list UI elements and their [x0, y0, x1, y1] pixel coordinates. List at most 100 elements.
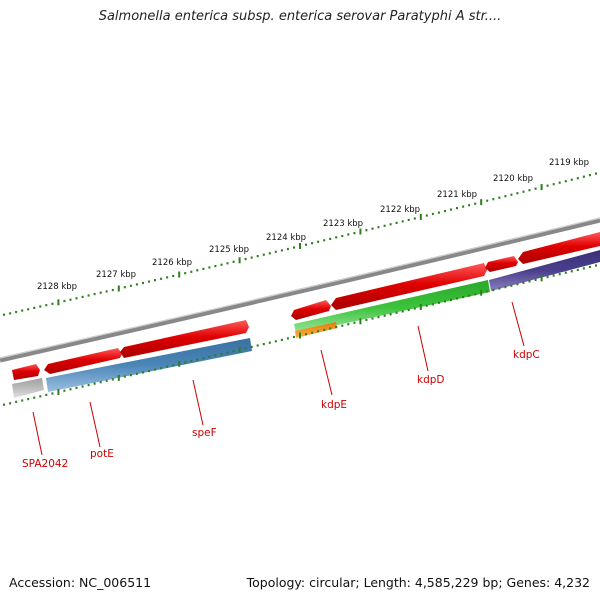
ruler-dot: [142, 371, 144, 374]
ruler-dot: [552, 274, 555, 277]
ruler-dot: [407, 308, 410, 312]
ruler-label: 2119 kbp: [549, 158, 589, 168]
ruler-tick: [299, 243, 301, 249]
ruler-tick: [540, 184, 543, 191]
ruler-dot: [87, 384, 90, 387]
ruler-dot: [166, 365, 169, 368]
ruler-dot: [462, 296, 465, 299]
gene-label: kdpD: [417, 374, 445, 386]
genome-backbone-highlight: [0, 217, 600, 359]
ruler-tick: [178, 360, 181, 367]
ruler-dot: [33, 306, 36, 309]
forward-strand-genes: [12, 232, 600, 380]
ruler-dot: [9, 312, 12, 315]
ruler-dot: [135, 283, 138, 286]
ruler-dot: [588, 265, 591, 269]
leader-kdpC: [511, 301, 525, 347]
ruler-dot: [293, 246, 295, 249]
ruler-dot: [588, 174, 591, 177]
ruler-dot: [492, 198, 495, 201]
ruler-label: 2120 kbp: [493, 174, 533, 184]
ruler-dot: [431, 303, 434, 306]
ruler-dot: [75, 386, 78, 389]
ruler-dot: [63, 389, 66, 392]
ruler-dot: [353, 321, 356, 324]
domain-grey: [12, 378, 44, 398]
ruler-dot: [335, 236, 338, 239]
ruler-labels: 2128 kbp 2127 kbp 2126 kbp 2125 kbp 2124…: [37, 158, 589, 292]
ruler-dot: [256, 344, 259, 347]
ruler-dot: [468, 294, 471, 297]
ruler-dot: [129, 284, 132, 287]
ruler-dot: [486, 290, 489, 293]
ruler-dot: [45, 393, 48, 396]
ruler-dot: [389, 223, 392, 226]
ruler-dot: [160, 277, 163, 280]
ruler-dot: [39, 305, 42, 308]
ruler-dot: [105, 379, 108, 382]
ruler-dot: [45, 304, 48, 307]
ruler-dot: [437, 301, 440, 304]
ruler-dot: [154, 279, 156, 282]
gene-arrow: [12, 364, 40, 380]
ruler-dot: [558, 273, 561, 276]
ruler-dot: [347, 323, 350, 326]
ruler-dot: [196, 358, 199, 361]
ruler-dot: [148, 280, 150, 283]
genome-backbone: [0, 217, 600, 363]
ruler-tick: [419, 304, 422, 310]
ruler-tick: [540, 275, 543, 282]
ruler-tick: [359, 318, 362, 325]
ruler-dot: [347, 233, 350, 236]
ruler-dot: [311, 331, 314, 334]
ruler-dot: [142, 281, 144, 285]
leader-kdpE: [320, 349, 333, 396]
ruler-dot: [99, 381, 102, 384]
ruler-dot: [564, 271, 567, 274]
ruler-dot: [474, 202, 477, 205]
ruler-dot: [595, 172, 597, 175]
ruler-dot: [111, 378, 114, 381]
ruler-dot: [274, 250, 277, 253]
ruler-dot: [256, 255, 259, 258]
ruler-dot: [9, 402, 12, 405]
ruler-dot: [51, 392, 54, 395]
gene-arrow: [331, 263, 487, 310]
ruler-dot: [105, 290, 108, 293]
ruler-dot: [437, 211, 440, 214]
ruler-dot: [69, 298, 72, 301]
gene-arrow: [485, 256, 518, 272]
ruler-dot: [450, 298, 452, 302]
ruler-dot: [93, 382, 96, 385]
leader-kdpD: [417, 325, 429, 372]
ruler-dot: [280, 338, 283, 341]
ruler-dot: [564, 180, 567, 183]
ruler-tick: [359, 228, 362, 235]
ruler-dot: [280, 249, 283, 252]
ruler-dot: [214, 265, 217, 268]
ruler-dot: [21, 399, 24, 402]
ruler-dot: [522, 190, 525, 193]
ruler-dot: [383, 314, 386, 317]
ruler-dot: [123, 375, 126, 378]
ruler-label: 2128 kbp: [37, 282, 77, 292]
ruler-dot: [311, 242, 314, 245]
ruler-dot: [401, 310, 404, 313]
ruler-label: 2123 kbp: [323, 219, 363, 229]
ruler-dot: [15, 310, 18, 314]
ruler-dot: [389, 313, 392, 316]
ruler-dot: [250, 345, 253, 348]
ruler-dot: [444, 210, 446, 213]
ruler-dot: [407, 218, 410, 221]
ruler-dot: [383, 224, 386, 227]
ruler-label: 2126 kbp: [152, 258, 192, 268]
gene-arrow: [120, 320, 249, 358]
ruler-dot: [99, 291, 102, 294]
ruler-dot: [172, 274, 175, 278]
ruler-label: 2121 kbp: [437, 190, 477, 200]
ruler-dot: [305, 243, 307, 246]
ruler-tick: [57, 299, 60, 306]
gene-label: kdpE: [321, 399, 347, 411]
ruler-dot: [268, 252, 271, 255]
ruler-tick: [117, 285, 120, 292]
